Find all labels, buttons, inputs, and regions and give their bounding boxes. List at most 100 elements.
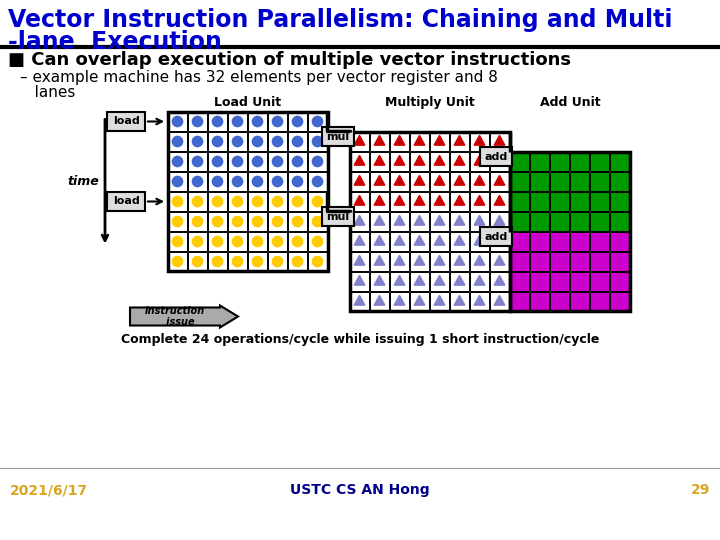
Circle shape [272, 256, 283, 267]
Bar [188, 152, 207, 171]
Circle shape [312, 137, 323, 147]
Bar [308, 252, 327, 271]
Circle shape [312, 157, 323, 167]
Bar [530, 272, 549, 291]
Circle shape [312, 237, 323, 247]
Circle shape [212, 197, 222, 207]
Bar [308, 132, 327, 151]
Polygon shape [394, 255, 405, 265]
Polygon shape [434, 215, 445, 225]
Bar [410, 292, 429, 311]
Polygon shape [394, 235, 405, 245]
Bar [490, 172, 509, 191]
Polygon shape [494, 136, 505, 145]
Bar [350, 172, 369, 191]
Bar [288, 212, 307, 231]
Bar [268, 232, 287, 251]
Text: load: load [112, 117, 140, 126]
Polygon shape [494, 195, 505, 205]
Bar [550, 212, 569, 231]
Circle shape [292, 237, 302, 247]
Bar [370, 292, 389, 311]
Bar [430, 252, 449, 271]
Polygon shape [454, 136, 465, 145]
Bar [470, 292, 489, 311]
Polygon shape [414, 156, 425, 165]
Bar [390, 152, 409, 171]
Bar [208, 112, 227, 131]
Bar [470, 272, 489, 291]
Bar [188, 252, 207, 271]
Bar [570, 252, 589, 271]
Bar [370, 172, 389, 191]
Circle shape [253, 117, 263, 126]
Bar [610, 272, 629, 291]
Bar [308, 112, 327, 131]
Text: Vector Instruction Parallelism: Chaining and Multi: Vector Instruction Parallelism: Chaining… [8, 8, 672, 32]
Bar [308, 172, 327, 191]
Circle shape [192, 237, 202, 247]
Polygon shape [474, 176, 485, 185]
Circle shape [292, 137, 302, 147]
Polygon shape [414, 215, 425, 225]
Bar [390, 132, 409, 151]
Bar [590, 192, 609, 211]
Polygon shape [454, 215, 465, 225]
Bar [470, 252, 489, 271]
Circle shape [212, 137, 222, 147]
Bar [550, 252, 569, 271]
Bar [228, 172, 247, 191]
Circle shape [312, 177, 323, 187]
Circle shape [233, 177, 243, 187]
Bar [168, 192, 187, 211]
Circle shape [272, 177, 283, 187]
Polygon shape [434, 275, 445, 285]
Bar [228, 132, 247, 151]
Circle shape [172, 117, 183, 126]
Text: Load Unit: Load Unit [215, 96, 282, 109]
Polygon shape [494, 295, 505, 305]
Circle shape [292, 117, 302, 126]
Circle shape [312, 197, 323, 207]
Bar [228, 152, 247, 171]
Bar [470, 152, 489, 171]
Circle shape [272, 217, 283, 227]
Text: Instruction
   issue: Instruction issue [145, 306, 205, 327]
Circle shape [212, 217, 222, 227]
Bar [410, 192, 429, 211]
Bar [268, 212, 287, 231]
Bar [510, 232, 529, 251]
Circle shape [192, 256, 202, 267]
Bar [248, 112, 267, 131]
Bar [168, 172, 187, 191]
Circle shape [192, 217, 202, 227]
Circle shape [292, 256, 302, 267]
Bar [288, 252, 307, 271]
Bar [268, 132, 287, 151]
Bar [490, 252, 509, 271]
Bar [228, 192, 247, 211]
Bar [308, 232, 327, 251]
Bar [490, 192, 509, 211]
Polygon shape [474, 215, 485, 225]
Bar [370, 132, 389, 151]
Text: time: time [67, 175, 99, 188]
FancyBboxPatch shape [480, 227, 512, 246]
Circle shape [212, 237, 222, 247]
Text: USTC CS AN Hong: USTC CS AN Hong [290, 483, 430, 497]
Bar [410, 212, 429, 231]
Bar [410, 172, 429, 191]
Bar [430, 172, 449, 191]
Polygon shape [474, 235, 485, 245]
Bar [430, 292, 449, 311]
Bar [530, 192, 549, 211]
Bar [510, 292, 529, 311]
Circle shape [312, 256, 323, 267]
Bar [288, 112, 307, 131]
Bar [430, 192, 449, 211]
Bar [610, 292, 629, 311]
Polygon shape [374, 215, 384, 225]
Bar [530, 252, 549, 271]
Bar [450, 292, 469, 311]
Bar [450, 252, 469, 271]
